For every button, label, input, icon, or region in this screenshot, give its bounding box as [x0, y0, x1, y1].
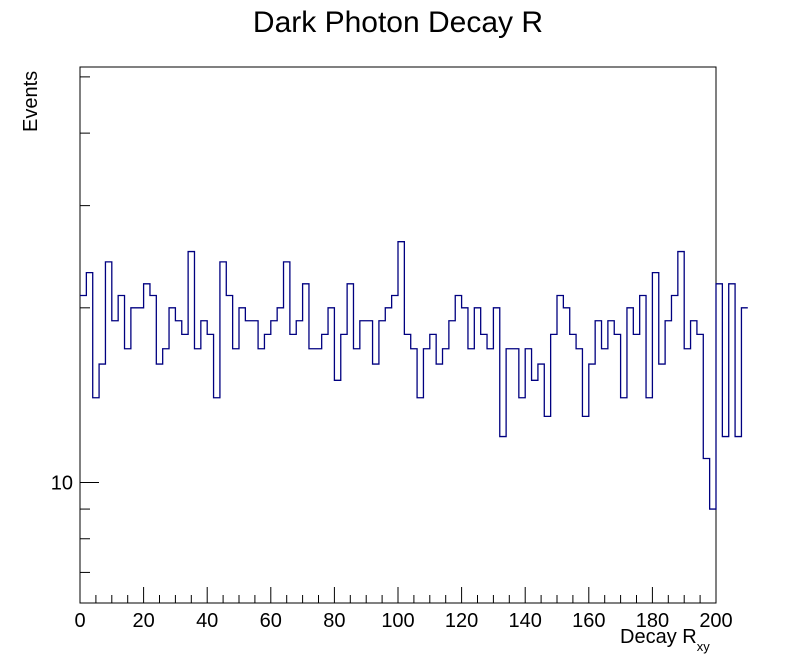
x-tick-label: 60	[260, 610, 282, 632]
x-axis-label-subscript: xy	[697, 639, 711, 654]
x-tick-label: 180	[636, 610, 669, 632]
x-tick-label: 40	[196, 610, 218, 632]
x-axis-label: Decay Rxy	[620, 626, 710, 654]
x-tick-label: 200	[699, 610, 732, 632]
x-tick-label: 120	[445, 610, 478, 632]
y-tick-label: 10	[51, 473, 73, 495]
x-tick-label: 20	[132, 610, 154, 632]
x-tick-label: 0	[74, 610, 85, 632]
x-tick-label: 100	[381, 610, 414, 632]
histogram-series-line	[80, 241, 748, 510]
x-axis-label-main: Decay R	[620, 626, 697, 648]
x-tick-label: 140	[509, 610, 542, 632]
x-tick-label: 160	[572, 610, 605, 632]
x-tick-label: 80	[323, 610, 345, 632]
y-axis-label: Events	[20, 71, 42, 132]
y-axis-ticks: 10	[51, 76, 99, 573]
chart-title: Dark Photon Decay R	[253, 6, 543, 39]
x-axis-ticks: 0 20 40 60 80 100 120 140 160 180 200	[74, 587, 733, 632]
